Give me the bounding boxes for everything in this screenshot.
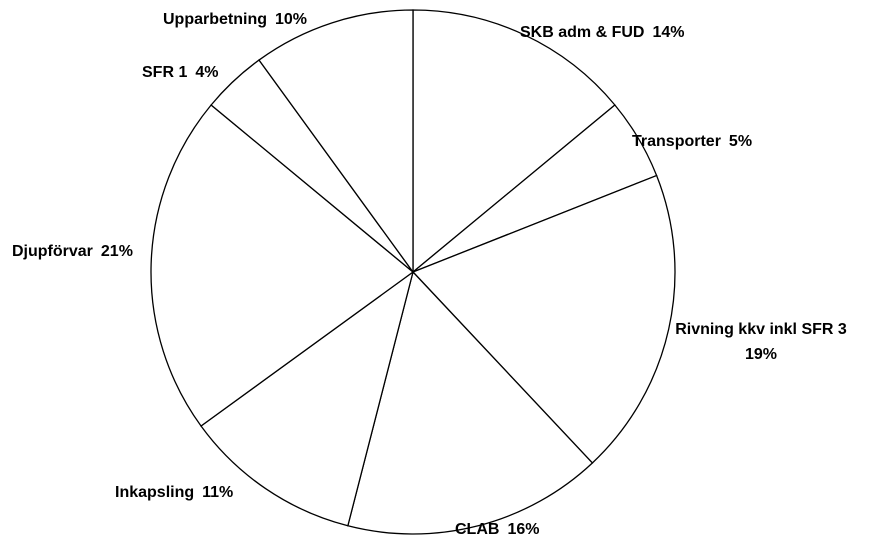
slice-label: Upparbetning 10%: [163, 11, 307, 28]
slice-label: Inkapsling 11%: [115, 484, 233, 501]
value-label: 5%: [729, 133, 752, 150]
value-label: 21%: [101, 243, 133, 260]
slice-label: Transporter 5%: [632, 133, 752, 150]
category-label: CLAB: [455, 521, 499, 538]
category-label: Upparbetning: [163, 11, 267, 28]
value-label: 16%: [507, 521, 539, 538]
category-label: SKB adm & FUD: [520, 24, 644, 41]
value-label: 14%: [652, 24, 684, 41]
pie-slice: [411, 174, 676, 464]
pie-slice: [150, 104, 415, 427]
slice-label: SFR 1 4%: [142, 64, 218, 81]
slice-label: CLAB 16%: [455, 521, 539, 538]
category-label: Inkapsling: [115, 484, 194, 501]
pie-slice: [258, 9, 414, 275]
value-label: 10%: [275, 11, 307, 28]
slice-label: Djupförvar 21%: [12, 243, 133, 260]
category-label: Djupförvar: [12, 243, 93, 260]
slice-label: Rivning kkv inkl SFR 3 19%: [675, 321, 847, 363]
category-label: Rivning kkv inkl SFR 3: [675, 321, 847, 338]
category-label: Transporter: [632, 133, 721, 150]
value-label: 19%: [745, 346, 777, 363]
pie-slice: [200, 270, 415, 527]
pie-slice: [412, 9, 616, 274]
value-label: 4%: [195, 64, 218, 81]
value-label: 11%: [202, 484, 233, 501]
category-label: SFR 1: [142, 64, 187, 81]
slice-label: SKB adm & FUD 14%: [520, 24, 684, 41]
pie-slice: [347, 270, 594, 535]
